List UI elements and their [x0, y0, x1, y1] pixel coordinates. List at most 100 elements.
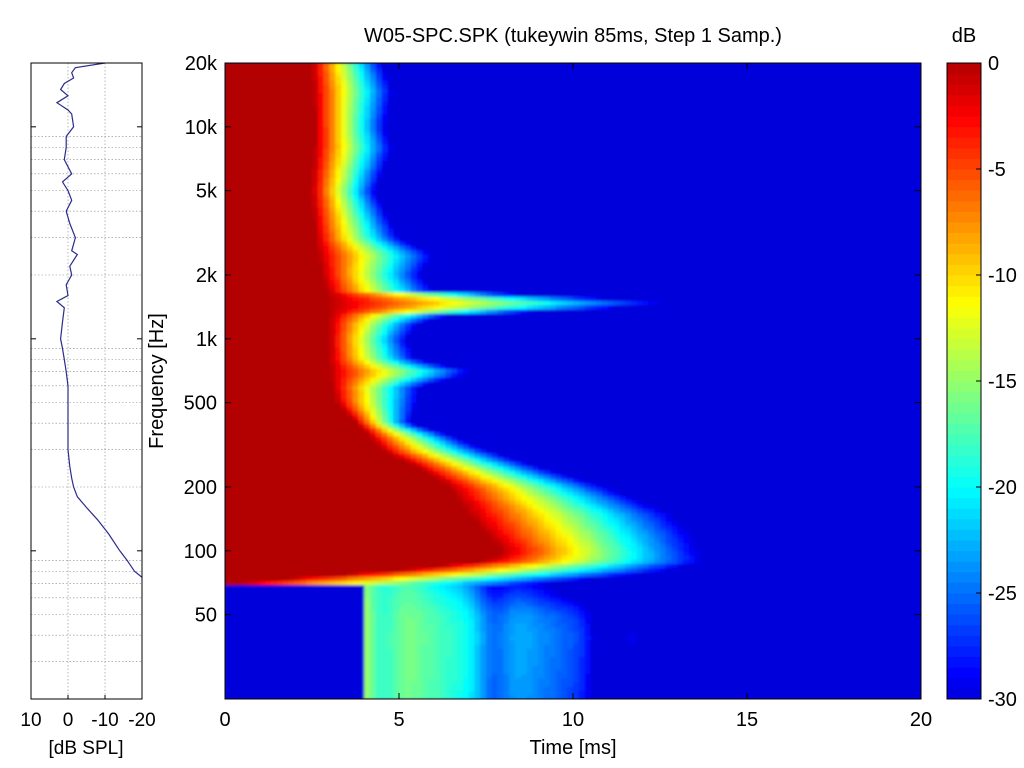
heatmap-cell	[555, 601, 562, 607]
heatmap-cell	[451, 436, 458, 441]
heatmap-cell	[335, 194, 342, 200]
heatmap-cell	[323, 253, 330, 259]
heatmap-cell	[474, 512, 481, 518]
heatmap-cell	[329, 342, 336, 348]
heatmap-cell	[352, 228, 359, 234]
heatmap-cell	[602, 537, 609, 543]
heatmap-cell	[439, 440, 446, 446]
heatmap-cell	[387, 105, 921, 111]
heatmap-cell	[555, 520, 562, 526]
heatmap-cell	[399, 584, 417, 590]
heatmap-cell	[544, 304, 551, 310]
heatmap-cell	[399, 427, 406, 433]
heatmap-cell	[590, 508, 597, 514]
heatmap-cell	[509, 508, 516, 514]
heatmap-cell	[352, 135, 359, 140]
heatmap-cell	[358, 160, 365, 166]
heatmap-cell	[590, 694, 921, 699]
heatmap-cell	[312, 177, 319, 183]
heatmap-cell	[573, 622, 580, 628]
heatmap-cell	[573, 512, 580, 518]
heatmap-cell	[329, 109, 336, 115]
heatmap-cell	[364, 160, 371, 166]
heatmap-cell	[381, 164, 921, 170]
heatmap-cell	[619, 508, 626, 514]
heatmap-cell	[399, 423, 406, 429]
heatmap-cell	[341, 287, 348, 293]
heatmap-cell	[532, 525, 539, 530]
heatmap-cell	[451, 580, 458, 586]
heatmap-cell	[335, 300, 342, 306]
colorbar-swatch	[947, 306, 981, 318]
heatmap-cell	[381, 211, 388, 217]
heatmap-cell	[457, 448, 464, 454]
heatmap-cell	[225, 393, 336, 399]
heatmap-cell	[416, 364, 423, 369]
heatmap-cell	[520, 478, 528, 484]
heatmap-cell	[375, 342, 383, 348]
heatmap-cell	[544, 609, 557, 615]
heatmap-cell	[358, 194, 365, 200]
heatmap-cell	[631, 554, 638, 560]
heatmap-cell	[225, 139, 319, 145]
heatmap-cell	[381, 368, 388, 374]
heatmap-cell	[410, 453, 417, 458]
heatmap-cell	[370, 584, 377, 590]
heatmap-cell	[648, 525, 655, 530]
heatmap-cell	[410, 431, 417, 437]
heatmap-cell	[225, 614, 365, 620]
heatmap-cell	[428, 372, 435, 378]
heatmap-cell	[381, 105, 388, 111]
heatmap-cell	[364, 287, 371, 293]
heatmap-cell	[457, 368, 464, 374]
heatmap-cell	[439, 571, 446, 577]
heatmap-cell	[561, 503, 568, 509]
heatmap-cell	[225, 113, 319, 119]
heatmap-cell	[329, 228, 336, 234]
heatmap-cell	[689, 533, 921, 539]
heatmap-cell	[584, 660, 591, 666]
heatmap-cell	[584, 677, 591, 683]
heatmap-cell	[335, 152, 342, 157]
heatmap-cell	[567, 495, 574, 501]
heatmap-cell	[346, 342, 354, 348]
heatmap-cell	[335, 313, 342, 318]
heatmap-cell	[346, 105, 354, 111]
heatmap-cell	[399, 236, 921, 242]
heatmap-cell	[491, 495, 499, 501]
heatmap-cell	[317, 156, 325, 162]
heatmap-cell	[358, 423, 365, 429]
heatmap-cell	[323, 266, 330, 272]
heatmap-cell	[462, 567, 470, 573]
heatmap-cell	[358, 122, 365, 128]
heatmap-cell	[573, 499, 580, 505]
heatmap-cell	[526, 300, 533, 306]
heatmap-cell	[416, 253, 423, 259]
heatmap-cell	[346, 253, 354, 259]
heatmap-cell	[393, 648, 400, 653]
colorbar-label: dB	[952, 25, 976, 47]
heatmap-cell	[317, 194, 325, 200]
heatmap-cell	[335, 266, 342, 272]
heatmap-cell	[323, 211, 330, 217]
y-tick-label: 10k	[185, 117, 218, 139]
heatmap-cell	[225, 618, 365, 624]
colorbar-swatch	[947, 243, 981, 255]
heatmap-cell	[457, 601, 464, 607]
heatmap-cell	[387, 215, 921, 221]
heatmap-cell	[445, 567, 452, 573]
heatmap-cell	[561, 635, 574, 641]
heatmap-cell	[671, 520, 678, 526]
heatmap-cell	[636, 529, 644, 535]
heatmap-cell	[607, 304, 615, 310]
heatmap-cell	[225, 105, 319, 111]
heatmap-cell	[520, 533, 528, 539]
heatmap-cell	[399, 287, 406, 293]
heatmap-cell	[404, 393, 412, 399]
heatmap-cell	[631, 550, 638, 556]
heatmap-cell	[387, 631, 394, 636]
heatmap-cell	[364, 656, 371, 662]
heatmap-cell	[329, 262, 336, 268]
heatmap-cell	[329, 211, 336, 217]
heatmap-cell	[341, 325, 348, 331]
